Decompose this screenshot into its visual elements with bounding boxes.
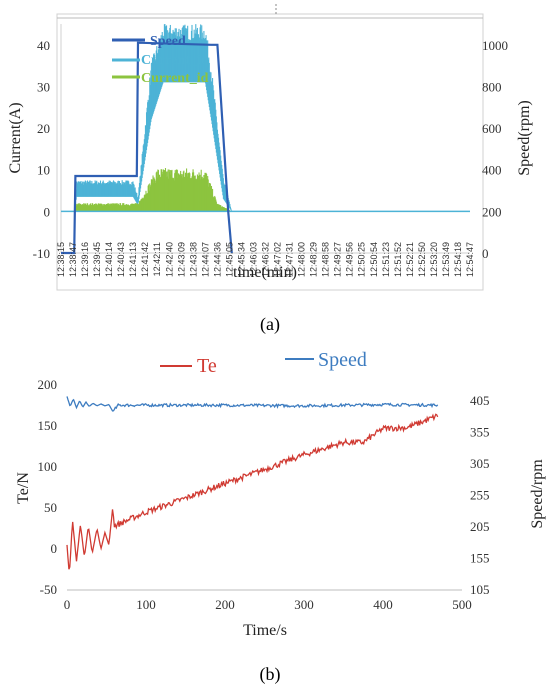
y-tick-right-b-1: 155 [470,550,490,565]
x-axis-title-a: time(min) [233,264,297,281]
x-tick-a-6: 12:41:13 [128,242,138,277]
y-tick-right-a-0: 0 [482,246,489,261]
x-tick-a-33: 12:54:18 [453,242,463,277]
y-tick-left-b-4: 150 [38,418,58,433]
series-lines-b [66,396,439,570]
x-tick-a-25: 12:50:25 [357,242,367,277]
x-axis-title-b: Time/s [243,622,287,639]
y2-axis-title-b: Speed/rpm [529,459,546,529]
y-tick-left-a-3: 20 [37,121,50,136]
x-ticks-a: 12:38:15 12:38:47 12:39:16 12:39:45 12:40:14… [56,242,475,277]
x-tick-b-4: 400 [373,597,393,612]
y-tick-right-a-3: 600 [482,121,502,136]
x-tick-a-13: 12:44:36 [212,242,222,277]
y-ticks-right-b: 105 155 205 255 305 355 405 [470,393,490,597]
x-tick-a-1: 12:38:47 [68,242,78,277]
legend-label-speed-b: Speed [318,349,367,371]
y-tick-right-a-2: 400 [482,163,502,178]
x-tick-a-2: 12:39:16 [80,242,90,277]
x-tick-a-34: 12:54:47 [465,242,475,277]
x-tick-a-0: 12:38:15 [56,242,66,277]
x-tick-a-8: 12:42:11 [152,242,162,276]
x-tick-a-16: 12:46:03 [248,242,258,277]
x-tick-a-31: 12:53:20 [429,242,439,277]
y-tick-left-a-1: 0 [44,204,51,219]
y2-axis-title-a: Speed(rpm) [516,100,533,176]
y-tick-right-b-3: 255 [470,487,490,502]
x-tick-a-12: 12:44:07 [200,242,210,277]
x-tick-a-30: 12:52:50 [417,242,427,277]
x-tick-a-3: 12:39:45 [92,242,102,277]
x-tick-b-0: 0 [64,597,71,612]
y-tick-right-a-1: 200 [482,204,502,219]
current-id-band [73,168,232,212]
y-axis-title-a: Current(A) [7,102,24,173]
x-tick-a-4: 12:40:14 [104,242,114,277]
y-ticks-right-a: 0 200 400 600 800 1000 [482,38,508,261]
x-tick-a-21: 12:48:29 [309,242,319,277]
legend-label-speed: Speed [150,34,186,49]
panel-b: -50 0 50 100 150 200 105 155 205 255 305 355 405 0 1… [15,349,546,639]
caption-b: (b) [260,664,281,685]
x-tick-a-27: 12:51:23 [381,242,391,277]
panel-a-frame [56,13,484,291]
x-tick-a-10: 12:43:09 [176,242,186,277]
y-tick-left-a-0: -10 [33,246,50,261]
caption-a: (a) [260,314,280,335]
y-tick-left-a-4: 30 [37,79,50,94]
legend-b: Te Speed [160,349,367,377]
speed-line [61,41,233,255]
y-tick-right-a-4: 800 [482,79,502,94]
x-tick-a-26: 12:50:54 [369,242,379,277]
y-tick-right-a-5: 1000 [482,38,508,53]
x-tick-b-1: 100 [136,597,156,612]
x-tick-a-14: 12:45:05 [224,242,234,277]
x-tick-a-32: 12:53:49 [441,242,451,277]
x-tick-a-15: 12:45:34 [236,242,246,277]
y-tick-right-b-2: 205 [470,519,490,534]
x-tick-a-7: 12:41:42 [140,242,150,277]
y-tick-left-b-2: 50 [44,500,57,515]
y-tick-right-b-6: 405 [470,393,490,408]
x-tick-a-20: 12:48:00 [297,242,307,277]
y-tick-right-b-4: 305 [470,456,490,471]
y-ticks-left-b: -50 0 50 100 150 200 [38,377,58,597]
y-ticks-left-a: -10 0 10 20 30 40 [33,38,50,261]
legend-a: Speed Current_iq Current_id [112,34,209,86]
x-tick-a-9: 12:42:40 [164,242,174,277]
x-tick-a-19: 12:47:31 [285,242,295,277]
speed-line-b [66,396,439,412]
x-tick-a-5: 12:40:43 [116,242,126,277]
x-ticks-b: 0 100 200 300 400 500 [64,597,472,612]
current-iq-band [73,24,233,211]
x-tick-a-29: 12:52:21 [405,242,415,277]
y-tick-left-b-1: 0 [51,541,58,556]
x-tick-a-22: 12:48:58 [321,242,331,277]
y-tick-left-a-2: 10 [37,163,50,178]
y-tick-left-b-0: -50 [40,582,57,597]
y-axis-title-b: Te/N [15,472,32,504]
speed-line-a [61,41,470,255]
x-tick-a-18: 12:47:02 [273,242,283,277]
y-tick-left-b-3: 100 [38,459,58,474]
legend-label-iq: Current_iq [141,53,209,68]
y-tick-right-b-5: 355 [470,424,490,439]
te-line [66,413,439,570]
y-tick-left-b-5: 200 [38,377,58,392]
legend-label-te: Te [197,355,217,377]
y-tick-left-a-5: 40 [37,38,50,53]
x-tick-b-5: 500 [452,597,472,612]
y-tick-right-b-0: 105 [470,582,490,597]
x-tick-a-24: 12:49:56 [345,242,355,277]
legend-label-id: Current_id [141,71,209,86]
x-tick-a-11: 12:43:38 [188,242,198,277]
x-tick-b-3: 300 [294,597,314,612]
x-tick-a-28: 12:51:52 [393,242,403,277]
x-tick-a-23: 12:49:27 [333,242,343,277]
x-tick-a-17: 12:46:32 [261,242,271,277]
x-tick-b-2: 200 [215,597,235,612]
